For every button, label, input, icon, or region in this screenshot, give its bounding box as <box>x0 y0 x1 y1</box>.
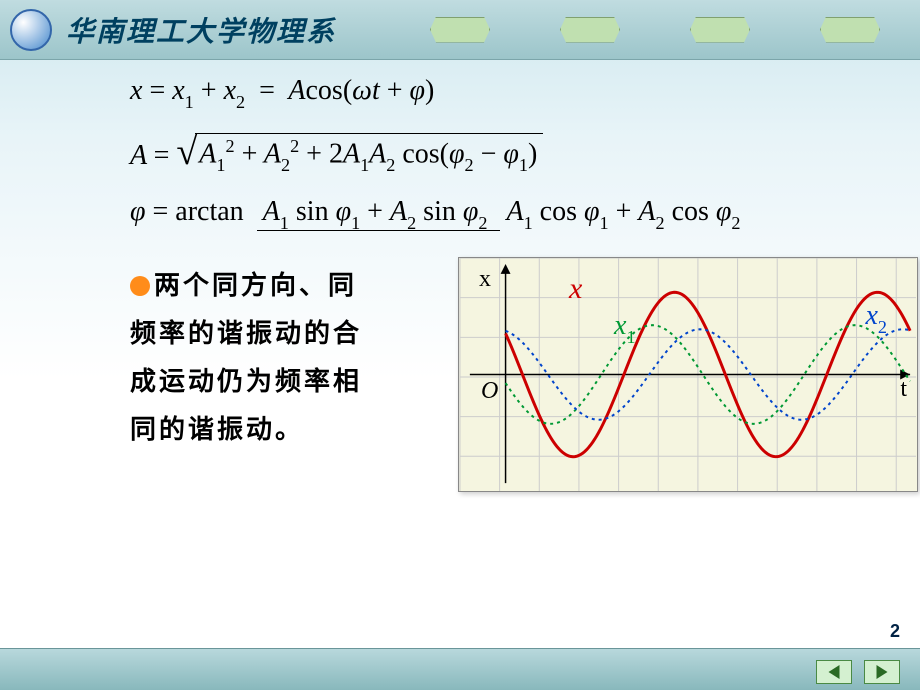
header-title: 华南理工大学物理系 <box>66 10 336 50</box>
slide-content: x = x1 + x2 = Acos(ωt + φ) A = √ A12 + A… <box>0 75 920 648</box>
wave-chart: x O t x x1 x2 <box>458 257 918 492</box>
y-axis-label: x <box>479 266 491 293</box>
prev-button[interactable] <box>816 660 852 684</box>
origin-label: O <box>481 378 498 405</box>
note-line: 两个同方向、同 <box>154 270 357 300</box>
next-button[interactable] <box>864 660 900 684</box>
header-flags <box>430 17 910 43</box>
series-x1-label: x1 <box>614 310 636 346</box>
header-bar: 华南理工大学物理系 <box>0 0 920 60</box>
note-line: 同的谐振动。 <box>130 414 304 444</box>
note-line: 成运动仍为频率相 <box>130 366 362 396</box>
note-text: 两个同方向、同 频率的谐振动的合 成运动仍为频率相 同的谐振动。 <box>130 257 440 453</box>
chart-svg <box>459 258 917 491</box>
university-logo-icon <box>10 9 52 51</box>
equation-2: A = √ A12 + A22 + 2A1A2 cos(φ2 − φ1) <box>130 133 920 174</box>
page-number: 2 <box>890 621 900 642</box>
flag-icon <box>560 17 620 43</box>
flag-icon <box>690 17 750 43</box>
lower-row: 两个同方向、同 频率的谐振动的合 成运动仍为频率相 同的谐振动。 x O t x… <box>130 257 920 492</box>
equation-3: φ = arctan A1 sin φ1 + A2 sin φ2 A1 cos … <box>130 196 920 232</box>
equation-1: x = x1 + x2 = Acos(ωt + φ) <box>130 75 920 111</box>
flag-icon <box>430 17 490 43</box>
footer-bar <box>0 648 920 690</box>
x-axis-label: t <box>900 376 907 403</box>
series-x-label: x <box>569 272 582 306</box>
nav-buttons <box>816 660 900 684</box>
bullet-icon <box>130 276 150 296</box>
series-x2-label: x2 <box>865 300 887 336</box>
flag-icon <box>820 17 880 43</box>
note-line: 频率的谐振动的合 <box>130 318 362 348</box>
